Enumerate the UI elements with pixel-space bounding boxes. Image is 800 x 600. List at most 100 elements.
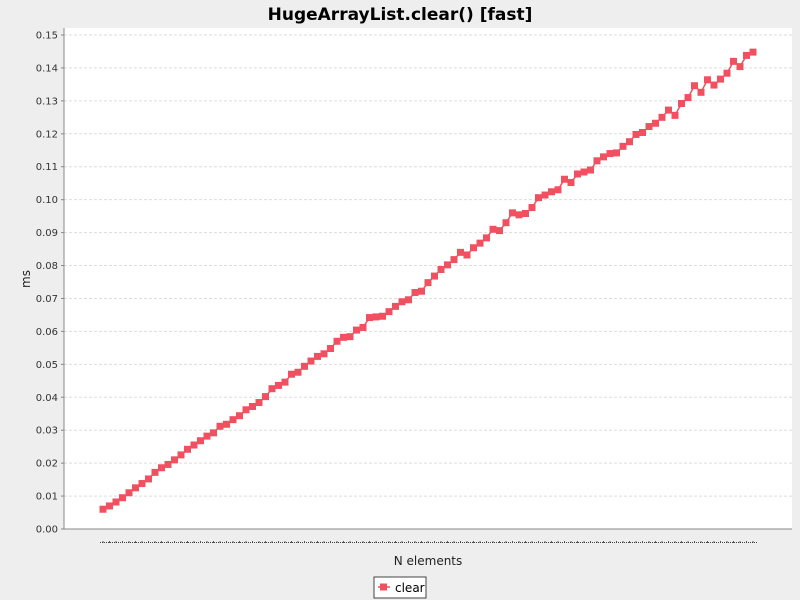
- data-point: [710, 81, 718, 89]
- data-point: [457, 248, 464, 256]
- data-point: [489, 225, 497, 233]
- data-point: [327, 345, 334, 353]
- data-point: [658, 113, 666, 121]
- y-tick-label: 0.04: [36, 393, 58, 404]
- data-point: [652, 119, 659, 127]
- data-point: [424, 279, 432, 287]
- data-point: [281, 378, 289, 386]
- y-tick-label: 0.09: [36, 228, 58, 239]
- y-tick-label: 0.01: [36, 492, 58, 503]
- data-point: [606, 150, 614, 158]
- data-point: [574, 170, 581, 178]
- data-point: [541, 191, 549, 199]
- data-point: [164, 460, 172, 468]
- data-point: [203, 432, 211, 440]
- x-axis-label: N elements: [394, 554, 463, 568]
- data-point: [177, 451, 185, 459]
- data-point: [268, 385, 276, 393]
- data-point: [392, 302, 399, 310]
- data-point: [411, 289, 419, 297]
- data-point: [509, 209, 516, 217]
- data-point: [236, 412, 243, 420]
- series-clear: [99, 48, 757, 513]
- data-point: [665, 106, 672, 114]
- data-point: [229, 416, 237, 424]
- data-point: [736, 63, 744, 71]
- data-point: [743, 51, 750, 59]
- data-point: [223, 420, 230, 428]
- y-tick-label: 0.07: [36, 294, 58, 305]
- chart-title: HugeArrayList.clear() [fast]: [268, 5, 533, 25]
- data-point: [99, 505, 107, 513]
- data-point: [671, 111, 679, 119]
- legend-marker: [380, 583, 387, 591]
- y-tick-label: 0.10: [36, 195, 58, 206]
- data-point: [749, 48, 757, 56]
- data-point: [730, 57, 737, 65]
- data-point: [704, 76, 711, 84]
- data-point: [275, 381, 282, 389]
- data-point: [450, 256, 458, 264]
- data-point: [132, 484, 139, 492]
- data-point: [678, 100, 685, 108]
- data-point: [366, 314, 373, 322]
- data-point: [320, 350, 328, 358]
- data-point: [249, 402, 256, 410]
- y-tick-label: 0.14: [36, 63, 58, 74]
- data-point: [684, 94, 692, 102]
- data-point: [151, 468, 159, 476]
- data-point: [385, 308, 393, 316]
- data-point: [301, 362, 308, 370]
- data-point: [125, 489, 133, 497]
- data-point: [645, 123, 653, 131]
- data-point: [112, 498, 120, 506]
- data-point: [723, 69, 731, 77]
- data-point: [593, 157, 601, 165]
- data-point: [554, 186, 562, 194]
- y-tick-label: 0.02: [36, 459, 58, 470]
- data-point: [431, 272, 438, 280]
- data-point: [561, 175, 568, 183]
- data-point: [398, 298, 406, 306]
- data-point: [333, 337, 341, 345]
- y-axis: 0.00 0.01 0.02 0.03 0.04 0.05 0.06 0.07 0.08 0.09…: [36, 31, 64, 536]
- grid-lines: [64, 34, 792, 497]
- data-point: [639, 128, 646, 136]
- y-tick-label: 0.08: [36, 261, 58, 272]
- data-point: [535, 194, 542, 202]
- data-point: [262, 393, 269, 401]
- legend-label-clear: clear: [395, 581, 425, 595]
- data-point: [567, 179, 575, 187]
- data-point: [626, 138, 633, 146]
- data-point: [379, 312, 386, 320]
- data-point: [613, 149, 620, 157]
- data-point: [619, 142, 627, 150]
- y-tick-label: 0.11: [36, 162, 58, 173]
- data-point: [470, 244, 477, 252]
- data-point: [138, 480, 146, 488]
- data-point: [463, 251, 471, 259]
- data-point: [632, 130, 640, 138]
- y-axis-label: ms: [19, 270, 33, 288]
- data-point: [600, 153, 607, 161]
- data-point: [106, 502, 113, 510]
- data-point: [119, 494, 126, 502]
- data-point: [197, 437, 204, 445]
- data-point: [405, 296, 412, 304]
- data-point: [307, 357, 315, 365]
- y-tick-label: 0.13: [36, 96, 58, 107]
- data-point: [210, 429, 217, 437]
- data-point: [255, 399, 263, 407]
- data-point: [522, 209, 529, 217]
- legend-box: [373, 576, 427, 599]
- data-point: [242, 406, 250, 414]
- y-tick-label: 0.05: [36, 360, 58, 371]
- data-point: [145, 475, 152, 483]
- y-tick-label: 0.15: [36, 31, 58, 42]
- data-point: [444, 261, 451, 269]
- data-point: [548, 188, 555, 196]
- data-point: [158, 464, 165, 472]
- data-point: [340, 333, 347, 341]
- data-point: [288, 370, 295, 378]
